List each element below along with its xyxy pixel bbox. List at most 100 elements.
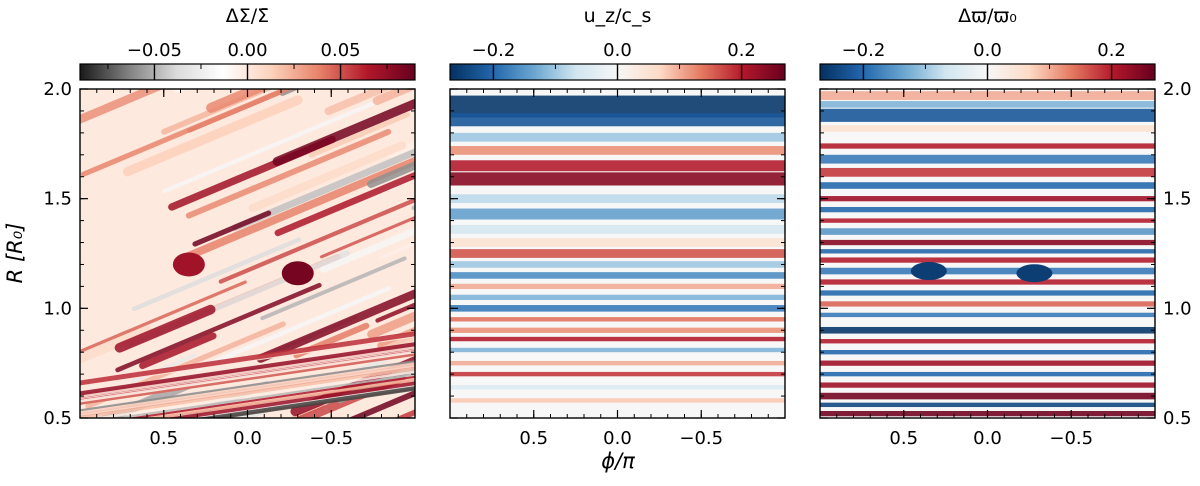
stripe [162, 100, 378, 194]
band [820, 360, 1155, 366]
stripe [318, 0, 420, 10]
colorbar-tick-label: 0.05 [321, 40, 361, 61]
x-tick-label: 0.0 [233, 428, 262, 449]
band [820, 350, 1155, 355]
band [450, 95, 785, 118]
band [450, 249, 785, 258]
y-tick-label: 1.5 [43, 189, 72, 210]
stripe [139, 332, 217, 370]
band [450, 160, 785, 172]
band [820, 382, 1155, 388]
y-tick-label: 1.0 [43, 298, 72, 319]
stripe [319, 227, 415, 273]
band [820, 143, 1155, 149]
panel-2: −0.2 0.0 0.2 u_z/c_s 0.5 0.0 −0.5 [449, 5, 786, 449]
x-tick-label: 0.5 [149, 428, 178, 449]
band [820, 279, 1155, 285]
stripe [405, 0, 610, 39]
y-tick-label: 2.0 [1163, 79, 1192, 100]
band [450, 317, 785, 322]
stripe [272, 98, 415, 166]
stripe [80, 361, 415, 414]
stripe [80, 350, 415, 405]
band [820, 257, 1155, 263]
band [820, 301, 1155, 307]
band [820, 339, 1155, 344]
stripe [394, 409, 415, 418]
stripe [81, 0, 155, 27]
heatmap [80, 0, 610, 418]
x-axis-label: ϕ/π [601, 449, 635, 473]
band [450, 261, 785, 268]
heatmap [450, 89, 785, 418]
colorbar-tick-label: −0.2 [842, 40, 886, 61]
stripe [126, 375, 415, 418]
stripe [319, 215, 415, 259]
stripe [131, 237, 301, 312]
colorbar-tick-label: 0.0 [603, 40, 632, 61]
stripe [80, 89, 164, 124]
y-axis-label: R [R₀] [3, 223, 27, 284]
vortex [281, 261, 314, 286]
colorbar-label: u_z/c_s [584, 5, 652, 27]
y-tick-label: 0.5 [1163, 408, 1192, 429]
stripe [80, 360, 415, 412]
panel-3: −0.2 0.0 0.2 Δϖ/ϖ₀ 0.5 0.0 −0.5 0.5 1.0 1.5 2.0 [819, 5, 1192, 449]
band [450, 398, 785, 403]
vortex [910, 262, 947, 281]
stripe [379, 241, 415, 260]
band [450, 294, 785, 300]
band [450, 194, 785, 204]
panel-1: −0.05 0.00 0.05 ΔΣ/Σ̄ 0.5 0.0 −0.5 0.5 1.0 1.5 2.0 [43, 0, 610, 449]
colorbar-tick-label: 0.2 [1097, 40, 1126, 61]
band [450, 208, 785, 220]
band [450, 272, 785, 279]
stripe [218, 197, 415, 284]
x-tick-label: 0.5 [889, 428, 918, 449]
x-tick-label: −0.5 [309, 428, 353, 449]
band [820, 207, 1155, 213]
band [450, 347, 785, 353]
band [820, 402, 1155, 408]
x-tick-label: −0.5 [679, 428, 723, 449]
stripe [260, 256, 407, 321]
stripe [196, 286, 392, 371]
band [450, 146, 785, 155]
stripe [114, 304, 216, 353]
stripe [256, 289, 415, 363]
stripe [312, 0, 480, 21]
band [450, 132, 785, 142]
band [820, 312, 1155, 318]
band [450, 327, 785, 333]
stripe [115, 282, 322, 373]
stripe [142, 378, 415, 418]
band [820, 290, 1155, 296]
stripe [375, 302, 415, 323]
band [820, 218, 1155, 223]
x-tick-label: 0.0 [603, 428, 632, 449]
band [820, 249, 1155, 254]
stripe [248, 141, 406, 213]
stripe [122, 95, 303, 177]
band [450, 224, 785, 234]
y-tick-label: 1.5 [1163, 189, 1192, 210]
band [450, 360, 785, 366]
stripe [80, 325, 152, 363]
band [820, 125, 1155, 132]
stripe [119, 0, 231, 9]
stripe [388, 140, 415, 158]
vortex [172, 252, 205, 277]
vortex [1016, 264, 1053, 283]
band [820, 228, 1155, 235]
colorbar-tick-label: 0.0 [973, 40, 1002, 61]
stripe [372, 89, 415, 106]
y-tick-label: 2.0 [43, 79, 72, 100]
stripe [192, 210, 272, 247]
stripe [324, 89, 392, 116]
band [820, 326, 1155, 334]
stripe [80, 331, 415, 386]
stripe [80, 89, 294, 177]
band [820, 196, 1155, 202]
colorbar-tick-label: 0.00 [227, 40, 267, 61]
